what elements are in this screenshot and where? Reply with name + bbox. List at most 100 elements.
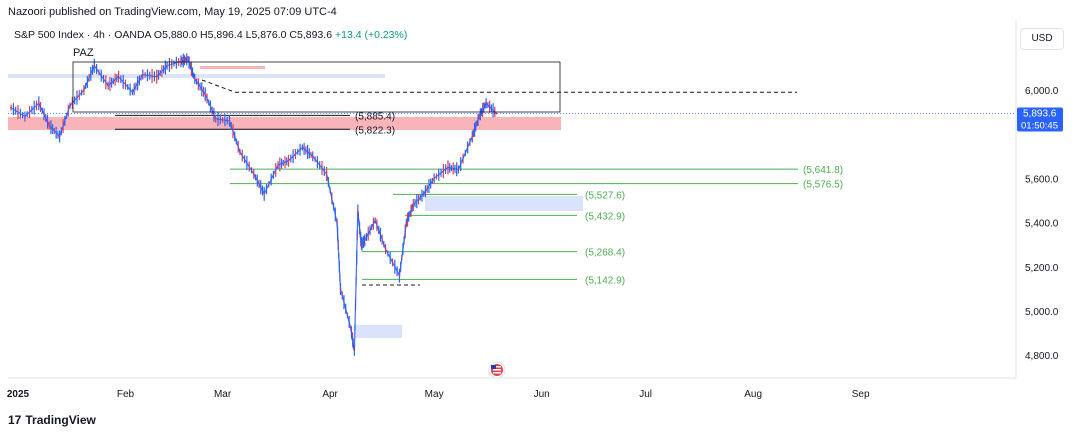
y-tick-label: 5,600.0 — [1025, 174, 1059, 185]
x-tick-label: Sep — [852, 389, 870, 400]
level-label: (5,885.4) — [355, 111, 395, 122]
y-tick-label: 5,400.0 — [1025, 219, 1059, 230]
price-axis: 6,000.0 5,600.0 5,400.0 5,200.0 5,000.0 4,800… — [1025, 86, 1059, 362]
price-point — [193, 78, 196, 80]
price-point — [228, 120, 231, 122]
blue-zone-top — [8, 74, 385, 78]
close-label: C — [289, 29, 297, 41]
x-tick-label: Apr — [322, 389, 338, 400]
level-label: (5,641.8) — [803, 165, 843, 176]
x-tick-label: Feb — [117, 389, 135, 400]
close-value: 5,893.6 — [297, 29, 333, 41]
price-point — [37, 102, 40, 105]
price-point — [82, 89, 85, 91]
price-point — [471, 135, 474, 138]
price-point — [325, 173, 328, 175]
symbol-name[interactable]: S&P 500 Index · 4h · OANDA — [14, 29, 151, 41]
price-point — [363, 239, 366, 242]
price-series-line — [10, 58, 497, 351]
dashed-connector — [201, 79, 236, 93]
price-point — [277, 164, 279, 167]
levels-layer: (5,885.4) (5,822.3) (5,641.8) (5,576.5) (5,5… — [115, 79, 843, 286]
us-flag-icon[interactable] — [488, 361, 506, 379]
x-tick-label: May — [425, 389, 444, 400]
price-point — [141, 73, 144, 76]
price-point — [301, 146, 304, 149]
x-tick-label: Mar — [214, 389, 232, 400]
high-label: H — [200, 29, 208, 41]
price-point — [360, 243, 363, 246]
price-point — [263, 192, 266, 195]
price-point — [478, 115, 481, 118]
currency-button[interactable]: USD — [1020, 28, 1064, 50]
level-label: (5,432.9) — [585, 211, 625, 222]
y-tick-label: 4,800.0 — [1025, 351, 1059, 362]
level-label: (5,576.5) — [803, 180, 843, 191]
price-point — [239, 150, 241, 153]
time-axis: 2025 Feb Mar Apr May Jun Jul Aug Sep — [7, 389, 870, 400]
price-point — [252, 173, 255, 175]
paz-box-layer: PAZ — [72, 47, 561, 113]
blue-zone-april — [355, 325, 402, 338]
bar-countdown: 01:50:45 — [1021, 121, 1058, 132]
price-point — [374, 219, 377, 222]
price-point — [155, 75, 158, 78]
change-value: +13.4 (+0.23%) — [334, 29, 408, 41]
current-price-label: 5,893.6 — [1023, 109, 1057, 120]
current-price-layer: 5,893.601:50:45 — [8, 107, 1063, 132]
price-point — [214, 117, 217, 120]
price-point — [311, 155, 314, 158]
level-label: (5,822.3) — [355, 125, 395, 136]
tradingview-wordmark: TradingView — [25, 413, 96, 427]
symbol-legend: S&P 500 Index · 4h · OANDA O5,880.0 H5,8… — [14, 29, 407, 41]
high-value: 5,896.4 — [207, 29, 243, 41]
price-point — [48, 124, 51, 127]
price-point — [166, 64, 169, 67]
price-point — [339, 288, 342, 290]
x-tick-label: Aug — [744, 389, 762, 400]
price-point — [457, 168, 460, 171]
level-label: (5,268.4) — [585, 248, 625, 259]
x-tick-label: Jul — [639, 389, 652, 400]
price-point — [422, 192, 425, 195]
low-value: 5,876.0 — [251, 29, 287, 41]
price-point — [412, 204, 415, 206]
x-tick-label: Jun — [534, 389, 550, 400]
y-tick-label: 5,000.0 — [1025, 307, 1059, 318]
publisher-line: Nazoori published on TradingView.com, Ma… — [8, 6, 337, 18]
level-label: (5,527.6) — [585, 190, 625, 201]
red-supply-zone — [8, 117, 561, 130]
price-point — [204, 93, 207, 96]
price-point — [433, 177, 436, 180]
open-value: 5,880.0 — [162, 29, 198, 41]
price-point — [447, 166, 449, 169]
price-point — [93, 64, 96, 67]
price-point — [353, 349, 356, 352]
price-point — [384, 248, 387, 251]
price-point — [187, 58, 189, 60]
price-point — [405, 221, 408, 224]
level-label: (5,142.9) — [585, 275, 625, 286]
tradingview-logo[interactable]: 17 TradingView — [8, 413, 96, 427]
price-point — [69, 104, 71, 107]
price-point — [287, 159, 290, 162]
current-price-tag — [1017, 107, 1063, 132]
price-point — [58, 135, 61, 138]
open-label: O — [153, 29, 163, 41]
series-layer — [10, 53, 498, 356]
low-label: L — [245, 29, 252, 41]
price-point — [336, 221, 338, 224]
price-point — [356, 210, 359, 213]
y-tick-label: 6,000.0 — [1025, 86, 1059, 97]
blue-zone-may — [425, 196, 583, 211]
price-point — [495, 112, 498, 115]
price-point — [131, 91, 134, 94]
price-point — [107, 84, 110, 87]
tradingview-mark-icon: 17 — [8, 413, 22, 427]
price-point — [117, 75, 120, 78]
paz-box-label: PAZ — [73, 47, 94, 59]
paz-box[interactable] — [72, 61, 561, 113]
x-tick-label: 2025 — [7, 389, 30, 400]
price-point — [24, 115, 26, 118]
